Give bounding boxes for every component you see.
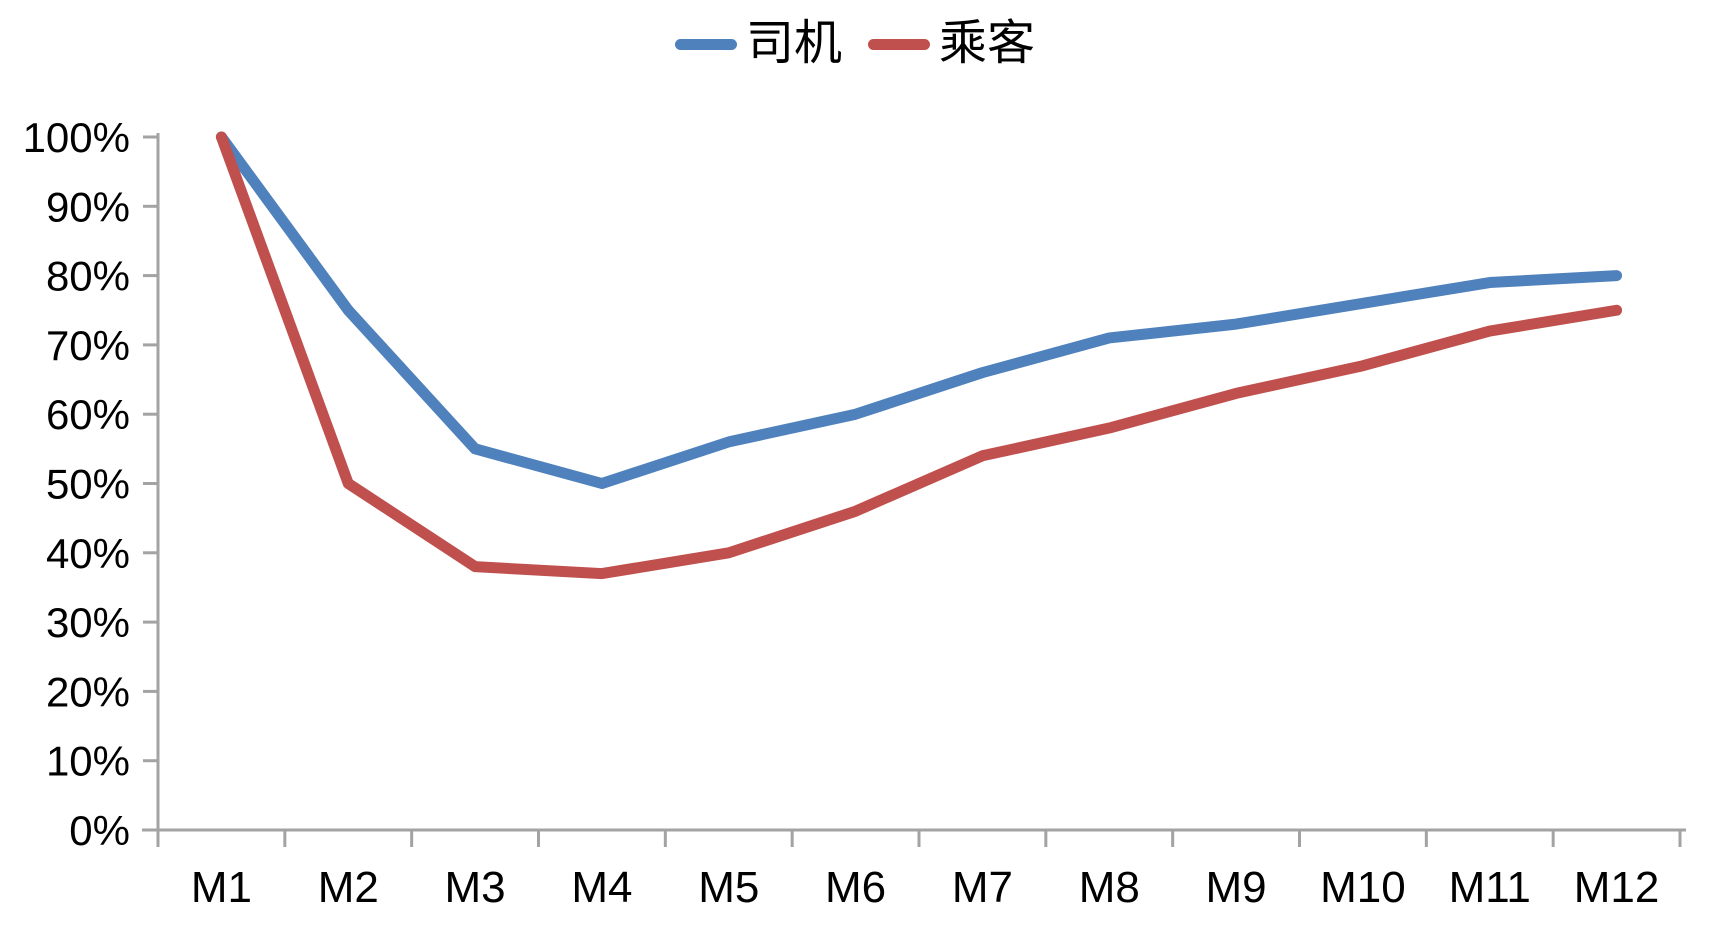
y-tick-label: 100%	[23, 114, 130, 161]
y-tick-label: 30%	[46, 599, 130, 646]
x-tick-label: M9	[1206, 863, 1267, 912]
x-tick-label: M8	[1079, 863, 1140, 912]
y-tick-label: 40%	[46, 530, 130, 577]
x-tick-label: M6	[825, 863, 886, 912]
x-tick-label: M12	[1574, 863, 1660, 912]
y-tick-label: 20%	[46, 668, 130, 715]
x-tick-label: M5	[698, 863, 759, 912]
y-tick-label: 80%	[46, 253, 130, 300]
y-tick-label: 70%	[46, 322, 130, 369]
x-tick-label: M11	[1449, 863, 1531, 912]
series-line-乘客	[215, 131, 1623, 580]
series-line-司机	[215, 131, 1623, 489]
x-tick-label: M10	[1320, 863, 1406, 912]
y-tick-label: 50%	[46, 461, 130, 508]
x-tick-label: M3	[445, 863, 506, 912]
y-tick-label: 10%	[46, 738, 130, 785]
x-tick-label: M2	[318, 863, 379, 912]
y-tick-label: 0%	[69, 807, 130, 854]
y-tick-label: 60%	[46, 391, 130, 438]
x-tick-label: M1	[191, 863, 252, 912]
x-tick-label: M4	[571, 863, 632, 912]
y-tick-label: 90%	[46, 183, 130, 230]
x-tick-label: M7	[952, 863, 1013, 912]
